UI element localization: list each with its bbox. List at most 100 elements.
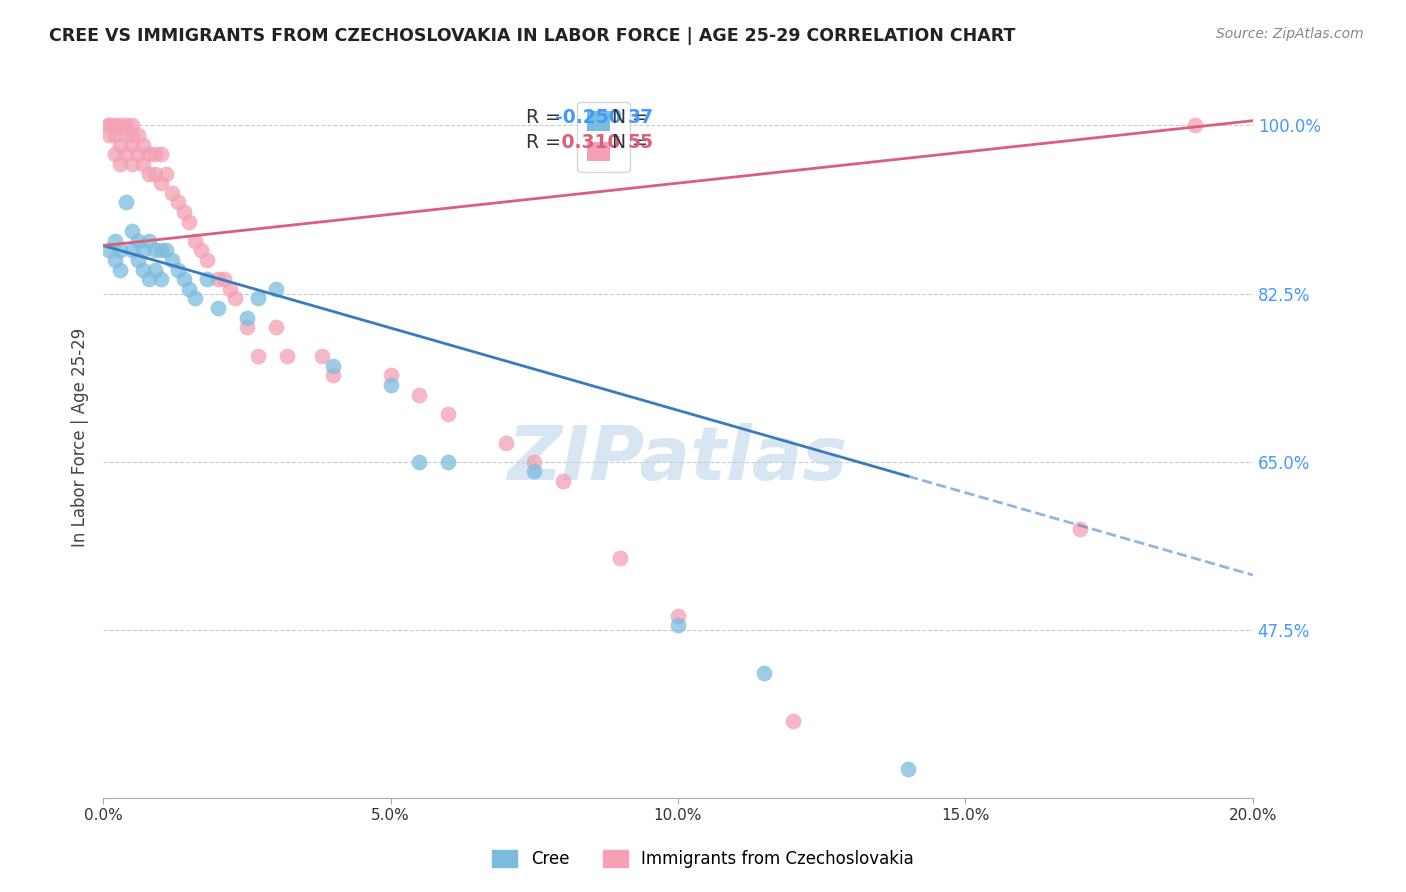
Point bbox=[782, 714, 804, 729]
Point bbox=[143, 244, 166, 258]
Point bbox=[236, 320, 259, 334]
Text: -0.250: -0.250 bbox=[555, 108, 621, 127]
Point bbox=[167, 262, 190, 277]
Point bbox=[218, 282, 240, 296]
Point bbox=[121, 244, 143, 258]
Point bbox=[138, 147, 160, 161]
Point bbox=[138, 234, 160, 248]
Text: R =: R = bbox=[526, 108, 567, 127]
Point bbox=[160, 186, 183, 200]
Text: 55: 55 bbox=[627, 133, 654, 152]
Point bbox=[149, 272, 172, 286]
Point bbox=[207, 301, 229, 315]
Legend: Cree, Immigrants from Czechoslovakia: Cree, Immigrants from Czechoslovakia bbox=[485, 843, 921, 875]
Point bbox=[179, 214, 201, 228]
Point bbox=[121, 119, 143, 133]
Text: CREE VS IMMIGRANTS FROM CZECHOSLOVAKIA IN LABOR FORCE | AGE 25-29 CORRELATION CH: CREE VS IMMIGRANTS FROM CZECHOSLOVAKIA I… bbox=[49, 27, 1015, 45]
Y-axis label: In Labor Force | Age 25-29: In Labor Force | Age 25-29 bbox=[72, 328, 89, 548]
Point bbox=[143, 262, 166, 277]
Point bbox=[523, 464, 546, 478]
Point bbox=[127, 252, 149, 267]
Text: 0.310: 0.310 bbox=[555, 133, 620, 152]
Point bbox=[132, 157, 155, 171]
Point bbox=[247, 349, 270, 363]
Point bbox=[110, 137, 132, 152]
Point bbox=[184, 292, 207, 306]
Point bbox=[121, 157, 143, 171]
Point bbox=[143, 167, 166, 181]
Point bbox=[609, 550, 631, 565]
Text: ZIPatlas: ZIPatlas bbox=[508, 423, 848, 496]
Point bbox=[132, 244, 155, 258]
Point bbox=[666, 608, 689, 623]
Legend: , : , bbox=[576, 102, 630, 172]
Point bbox=[195, 272, 218, 286]
Text: N =: N = bbox=[600, 108, 654, 127]
Point bbox=[104, 147, 127, 161]
Point bbox=[195, 252, 218, 267]
Point bbox=[127, 128, 149, 142]
Point bbox=[127, 147, 149, 161]
Point bbox=[138, 167, 160, 181]
Point bbox=[236, 310, 259, 325]
Point bbox=[322, 359, 344, 373]
Point bbox=[523, 455, 546, 469]
Point bbox=[138, 272, 160, 286]
Point bbox=[212, 272, 235, 286]
Point bbox=[408, 455, 430, 469]
Point bbox=[754, 666, 776, 681]
Point bbox=[110, 262, 132, 277]
Point bbox=[207, 272, 229, 286]
Point bbox=[115, 147, 138, 161]
Point bbox=[551, 474, 574, 488]
Point bbox=[224, 292, 246, 306]
Point bbox=[247, 292, 270, 306]
Point bbox=[160, 252, 183, 267]
Text: 37: 37 bbox=[627, 108, 654, 127]
Point bbox=[115, 128, 138, 142]
Point bbox=[173, 205, 195, 219]
Point bbox=[408, 387, 430, 401]
Point bbox=[121, 137, 143, 152]
Point bbox=[97, 128, 120, 142]
Point bbox=[276, 349, 298, 363]
Point bbox=[127, 234, 149, 248]
Point bbox=[380, 368, 402, 383]
Point bbox=[149, 147, 172, 161]
Point bbox=[104, 119, 127, 133]
Point bbox=[184, 234, 207, 248]
Point bbox=[155, 244, 177, 258]
Text: N =: N = bbox=[600, 133, 654, 152]
Point bbox=[311, 349, 333, 363]
Point bbox=[110, 119, 132, 133]
Point bbox=[264, 320, 287, 334]
Point bbox=[179, 282, 201, 296]
Point bbox=[437, 455, 460, 469]
Point bbox=[132, 262, 155, 277]
Point bbox=[264, 282, 287, 296]
Point bbox=[155, 167, 177, 181]
Point bbox=[380, 378, 402, 392]
Point bbox=[897, 762, 920, 776]
Point bbox=[97, 244, 120, 258]
Point bbox=[1184, 119, 1206, 133]
Point bbox=[666, 618, 689, 632]
Point bbox=[149, 244, 172, 258]
Point bbox=[173, 272, 195, 286]
Point bbox=[190, 244, 212, 258]
Point bbox=[143, 147, 166, 161]
Point bbox=[437, 407, 460, 421]
Point bbox=[121, 224, 143, 238]
Point bbox=[104, 252, 127, 267]
Point bbox=[104, 234, 127, 248]
Point bbox=[97, 119, 120, 133]
Point bbox=[1069, 522, 1091, 536]
Point bbox=[121, 128, 143, 142]
Point bbox=[149, 176, 172, 190]
Text: Source: ZipAtlas.com: Source: ZipAtlas.com bbox=[1216, 27, 1364, 41]
Point bbox=[104, 128, 127, 142]
Point bbox=[115, 119, 138, 133]
Text: R =: R = bbox=[526, 133, 567, 152]
Point bbox=[132, 137, 155, 152]
Point bbox=[110, 244, 132, 258]
